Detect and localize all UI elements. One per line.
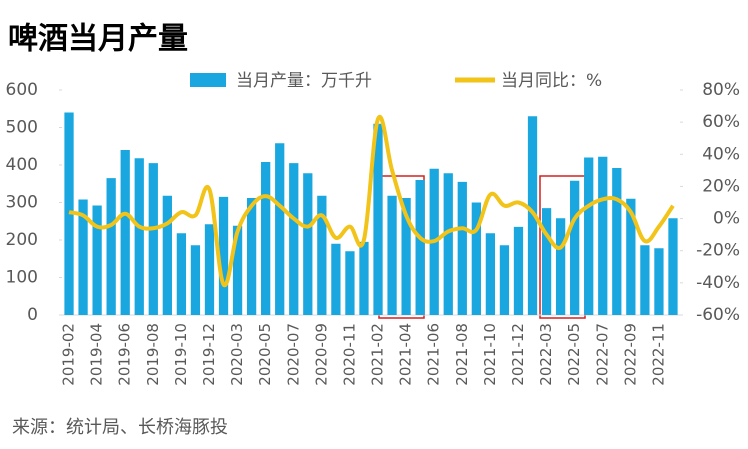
x-tick-label: 2019-08 — [144, 323, 162, 386]
x-tick-label: 2019-12 — [200, 323, 218, 386]
bar — [401, 198, 411, 315]
x-tick-label: 2021-04 — [397, 323, 415, 386]
bar — [527, 116, 538, 315]
y-tick-label: 100 — [6, 268, 38, 288]
x-tick-label: 2021-12 — [509, 323, 527, 386]
bar — [612, 168, 622, 315]
x-tick-label: 2019-10 — [172, 323, 190, 386]
y-tick-label: 300 — [6, 193, 38, 213]
bar — [654, 248, 664, 315]
x-tick-label: 2019-04 — [88, 323, 106, 386]
y2-tick-label: 20% — [702, 176, 740, 196]
bar — [513, 226, 524, 315]
x-tick-label: 2021-10 — [481, 323, 499, 386]
x-tick-label: 2022-11 — [649, 323, 667, 386]
bar — [190, 245, 201, 315]
bar — [640, 245, 650, 315]
bar — [443, 173, 453, 315]
bar — [275, 143, 285, 315]
bar — [345, 251, 355, 315]
x-tick-label: 2020-09 — [312, 323, 330, 386]
legend-swatch — [190, 73, 226, 87]
bar — [499, 245, 510, 315]
x-tick-label: 2019-06 — [116, 323, 134, 386]
bar — [373, 123, 383, 315]
bar — [626, 198, 636, 315]
chart-title: 啤酒当月产量 — [8, 22, 188, 57]
bar — [598, 156, 608, 315]
bar — [359, 241, 369, 315]
bar — [134, 158, 144, 315]
bar — [584, 157, 594, 315]
bar — [78, 199, 88, 315]
x-tick-label: 2021-06 — [425, 323, 443, 386]
bar — [471, 202, 481, 315]
bar — [555, 218, 566, 315]
bar — [176, 233, 187, 315]
bar — [303, 173, 313, 315]
y2-tick-label: 60% — [702, 112, 740, 132]
y2-tick-label: 80% — [702, 80, 740, 100]
bar — [457, 181, 467, 315]
bar — [106, 178, 116, 315]
bar — [331, 243, 341, 315]
bar — [92, 205, 102, 315]
x-tick-label: 2020-07 — [284, 323, 302, 386]
y-tick-label: 200 — [6, 230, 38, 250]
source: 来源：统计局、长桥海豚投 — [12, 417, 228, 438]
x-tick-label: 2022-09 — [621, 323, 639, 386]
bar — [415, 180, 425, 315]
y-tick-label: 500 — [6, 118, 38, 138]
x-tick-label: 2021-02 — [369, 323, 387, 386]
bar — [148, 163, 158, 315]
bar — [570, 180, 580, 315]
legend-label: 当月产量：万千升 — [236, 71, 372, 91]
y-tick-label: 400 — [6, 155, 38, 175]
x-tick-label: 2022-03 — [537, 323, 555, 386]
bar — [387, 195, 397, 315]
bar — [246, 198, 257, 315]
x-tick-label: 2020-03 — [228, 323, 246, 386]
bar — [261, 162, 271, 315]
y2-tick-label: -20% — [696, 241, 740, 261]
x-tick-label: 2020-05 — [256, 323, 274, 386]
line — [68, 114, 675, 288]
bar — [204, 224, 215, 315]
bar — [162, 195, 172, 315]
bar — [218, 196, 229, 315]
bar — [541, 208, 552, 315]
bar — [485, 233, 496, 315]
x-tick-label: 2019-02 — [60, 323, 78, 386]
y2-tick-label: -60% — [696, 305, 740, 325]
bar — [289, 163, 299, 315]
x-tick-label: 2022-05 — [565, 323, 583, 386]
bar — [120, 150, 130, 315]
y2-tick-label: -40% — [696, 273, 740, 293]
x-tick-label: 2020-11 — [340, 323, 358, 386]
bar — [317, 195, 327, 315]
x-tick-label: 2022-07 — [593, 323, 611, 386]
legend-label: 当月同比：% — [501, 71, 602, 91]
y-tick-label: 0 — [27, 305, 38, 325]
bar — [668, 218, 678, 315]
y2-tick-label: 0% — [713, 209, 740, 229]
x-tick-label: 2021-08 — [453, 323, 471, 386]
y2-tick-label: 40% — [702, 144, 740, 164]
bar — [232, 225, 243, 315]
y-tick-label: 600 — [6, 80, 38, 100]
